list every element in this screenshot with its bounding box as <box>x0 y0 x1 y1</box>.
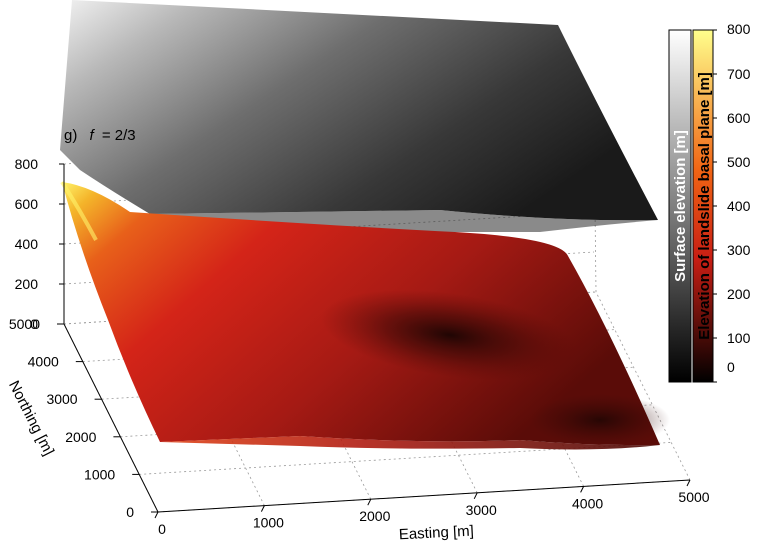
colorbar-tick-label-0: 0 <box>727 359 735 375</box>
x-tick-label-3: 3000 <box>466 502 497 518</box>
colorbar-tick-label-1: 100 <box>727 330 751 346</box>
grid-line-x-5 <box>595 291 691 481</box>
x-axis-line <box>157 479 691 513</box>
x-tick-label-0: 0 <box>158 521 166 537</box>
y-tick-label-5: 5000 <box>9 316 40 332</box>
colorbar-tick-label-5: 500 <box>727 154 751 170</box>
panel-letter: g) <box>64 127 77 144</box>
x-tick-label-1: 1000 <box>253 515 284 531</box>
z-tick-label-1: 200 <box>15 276 39 292</box>
colorbar-tick-label-8: 800 <box>727 21 751 37</box>
landslide-basal-plane-surface <box>60 180 670 450</box>
x-tick-mark-3 <box>473 492 478 500</box>
z-tick-label-0: 0 <box>30 316 38 332</box>
colorbar-ticks: 0 100 200 300 400 500 600 700 800 <box>713 21 751 383</box>
colorbar-tick-label-4: 400 <box>727 198 751 214</box>
colorbar-tick-label-3: 300 <box>727 242 751 258</box>
colorbar-tick-label-7: 700 <box>727 66 751 82</box>
x-tick-label-5: 5000 <box>678 489 709 505</box>
surface-elevation-surface <box>60 0 658 232</box>
x-axis-label: Easting [m] <box>398 522 474 543</box>
y-tick-label-4: 4000 <box>28 354 59 370</box>
x-tick-label-4: 4000 <box>572 495 603 511</box>
z-tick-label-4: 800 <box>15 156 39 172</box>
x-tick-label-2: 2000 <box>359 508 390 524</box>
colorbar-tick-label-2: 200 <box>727 286 751 302</box>
y-axis-label: Northing [m] <box>5 378 57 459</box>
grid-line-y-1 <box>139 442 672 475</box>
y-tick-label-3: 3000 <box>46 391 77 407</box>
panel-variable: f <box>90 127 96 144</box>
colorbar-tick-label-6: 600 <box>727 110 751 126</box>
z-tick-label-3: 600 <box>15 196 39 212</box>
z-tick-label-2: 400 <box>15 236 39 252</box>
x-tick-mark-0 <box>154 511 159 519</box>
colorbar: Surface elevation [m] Elevation of lands… <box>668 21 751 383</box>
panel-label: g) f = 2/3 <box>64 127 136 144</box>
y-tick-label-1: 1000 <box>84 466 115 482</box>
y-tick-label-0: 0 <box>126 504 134 520</box>
y-tick-label-2: 2000 <box>65 429 96 445</box>
colorbar-label-basal-plane: Elevation of landslide basal plane [m] <box>696 72 713 340</box>
panel-equation: = 2/3 <box>102 127 136 144</box>
y-axis-line <box>63 323 159 513</box>
colorbar-label-surface: Surface elevation [m] <box>672 130 689 282</box>
x-tick-mark-5 <box>686 479 691 487</box>
x-tick-mark-2 <box>367 498 372 506</box>
x-tick-mark-1 <box>260 505 265 512</box>
colorbar-gray <box>668 29 692 383</box>
x-tick-mark-4 <box>580 486 585 493</box>
